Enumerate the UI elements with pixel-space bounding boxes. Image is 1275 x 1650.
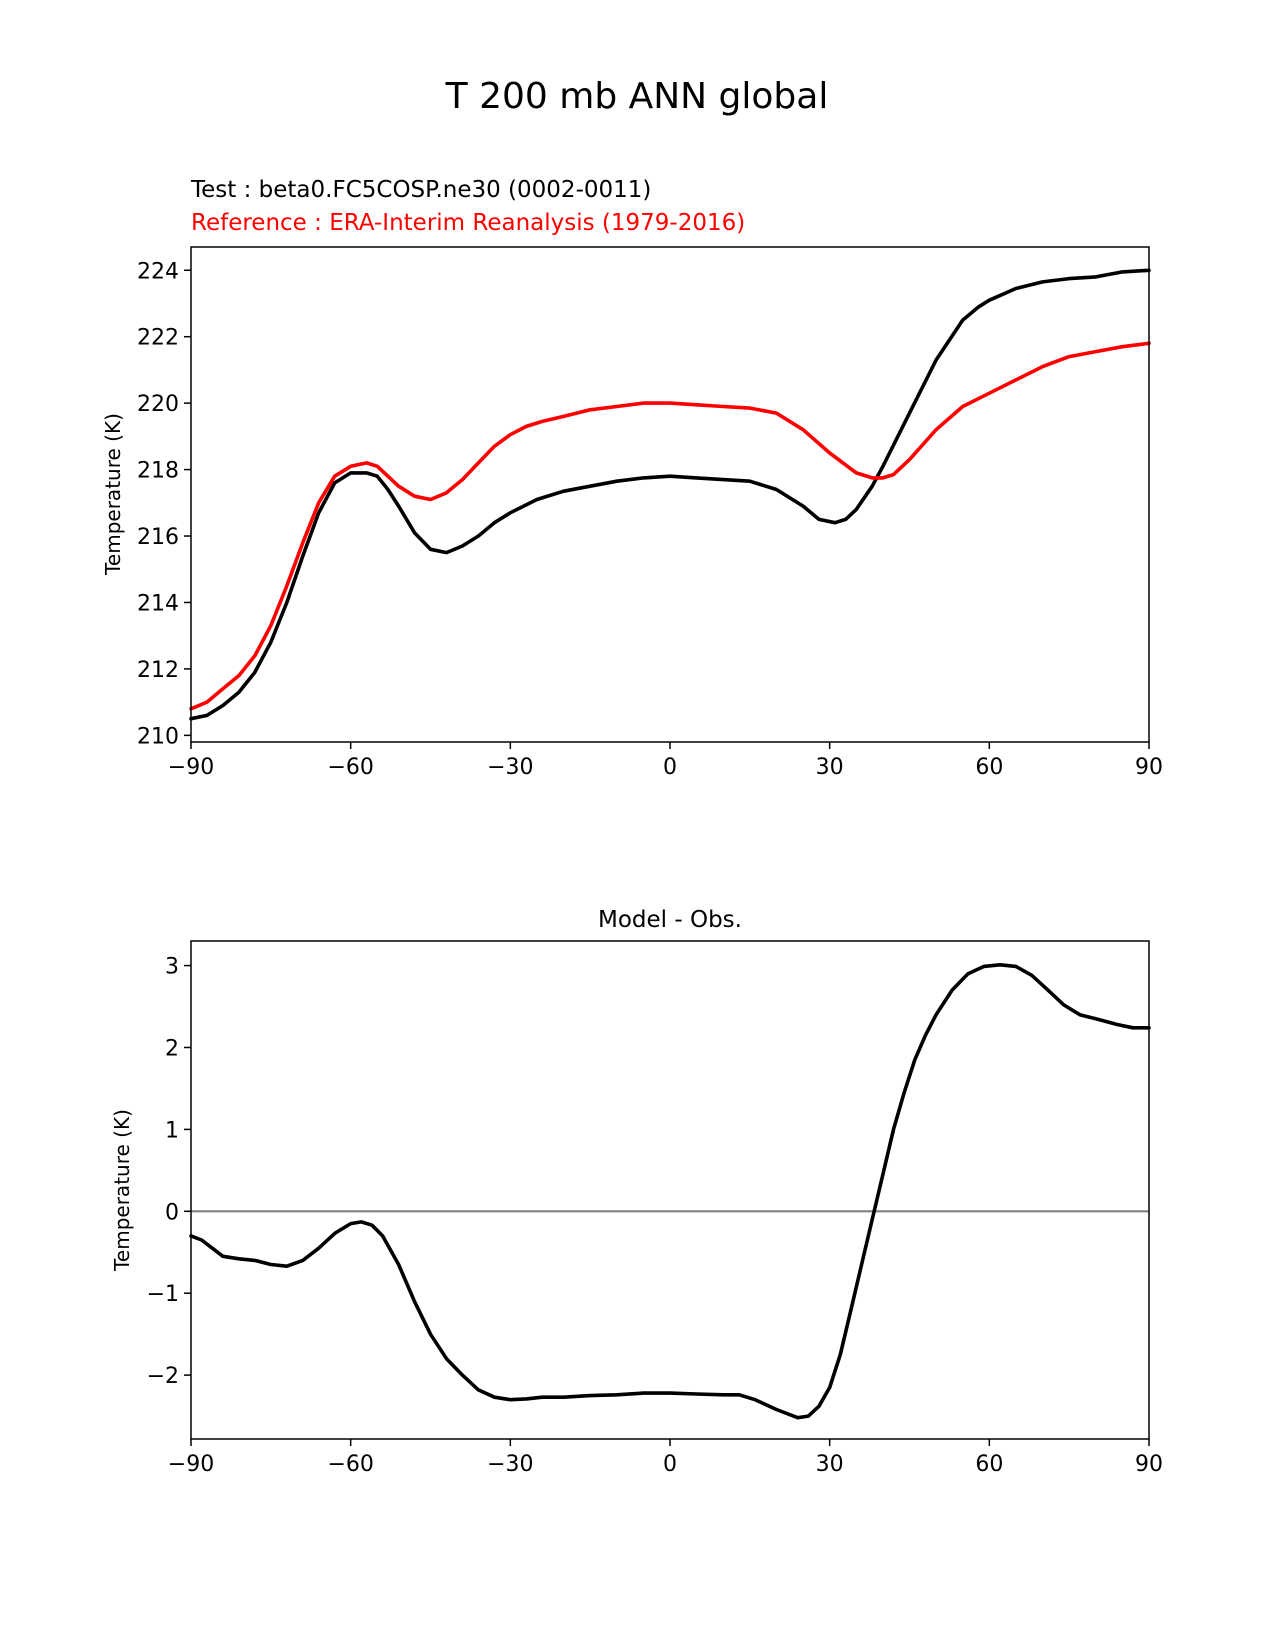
y-tick-label: 220 xyxy=(137,392,179,417)
y-tick-label: −1 xyxy=(147,1282,179,1307)
x-tick-label: 0 xyxy=(663,755,677,780)
y-tick-label: 222 xyxy=(137,326,179,351)
x-tick-label: 90 xyxy=(1135,1452,1163,1477)
x-tick-label: −60 xyxy=(327,755,373,780)
bottom-y-axis: −2 −1 0 1 2 3 xyxy=(147,955,191,1389)
y-tick-label: 2 xyxy=(165,1036,179,1061)
y-tick-label: 0 xyxy=(165,1200,179,1225)
x-tick-label: 60 xyxy=(975,1452,1003,1477)
top-y-axis: 210 212 214 216 218 220 222 224 xyxy=(137,259,191,749)
y-tick-label: −2 xyxy=(147,1364,179,1389)
top-series-group xyxy=(189,268,1151,721)
reference-label: Reference : ERA-Interim Reanalysis (1979… xyxy=(191,210,745,236)
x-tick-label: 90 xyxy=(1135,755,1163,780)
x-tick-label: −60 xyxy=(327,1452,373,1477)
x-tick-label: 30 xyxy=(816,755,844,780)
bottom-panel: Model - Obs. −90 −60 −30 0 30 60 90 −2 −1 0 1 2 3 T… xyxy=(110,907,1163,1477)
y-tick-label: 212 xyxy=(137,658,179,683)
y-tick-label: 1 xyxy=(165,1118,179,1143)
y-tick-label: 3 xyxy=(165,955,179,980)
top-ylabel: Temperature (K) xyxy=(101,413,125,576)
x-tick-label: 30 xyxy=(816,1452,844,1477)
bottom-series-group xyxy=(189,962,1151,1420)
x-tick-label: −30 xyxy=(487,1452,533,1477)
figure-title: T 200 mb ANN global xyxy=(445,76,829,117)
test-label: Test : beta0.FC5COSP.ne30 (0002-0011) xyxy=(190,177,651,203)
y-tick-label: 210 xyxy=(137,724,179,749)
y-tick-label: 216 xyxy=(137,525,179,550)
x-tick-label: −90 xyxy=(168,755,214,780)
x-tick-label: −90 xyxy=(168,1452,214,1477)
y-tick-label: 214 xyxy=(137,591,179,616)
x-tick-label: 60 xyxy=(975,755,1003,780)
y-tick-label: 218 xyxy=(137,459,179,484)
bottom-title: Model - Obs. xyxy=(598,907,742,933)
top-panel: Test : beta0.FC5COSP.ne30 (0002-0011) Re… xyxy=(101,177,1163,780)
bottom-x-axis: −90 −60 −30 0 30 60 90 xyxy=(168,1439,1163,1477)
x-tick-label: −30 xyxy=(487,755,533,780)
series-line-difference xyxy=(189,962,1151,1420)
y-tick-label: 224 xyxy=(137,259,179,284)
series-line-test xyxy=(189,268,1151,721)
series-line-reference xyxy=(189,341,1151,711)
top-x-axis: −90 −60 −30 0 30 60 90 xyxy=(168,742,1163,780)
x-tick-label: 0 xyxy=(663,1452,677,1477)
bottom-ylabel: Temperature (K) xyxy=(110,1109,134,1272)
